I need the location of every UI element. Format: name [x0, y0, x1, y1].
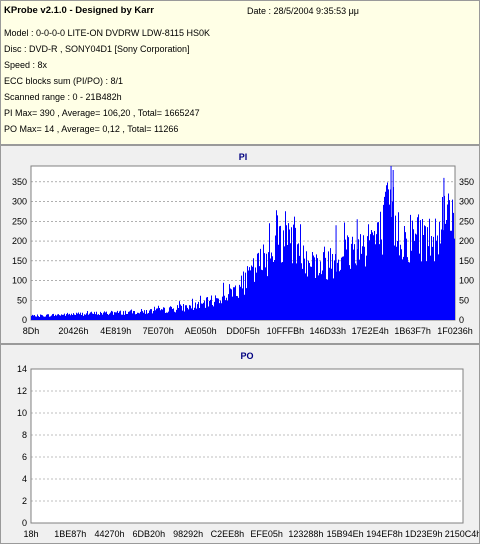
y-tick-label-right: 350: [459, 177, 474, 187]
x-tick-label: 17E2E4h: [352, 326, 389, 336]
y-tick-label: 250: [12, 216, 27, 226]
x-tick-label: 1F0236h: [437, 326, 473, 336]
y-tick-label: 100: [12, 276, 27, 286]
y-tick-label: 350: [12, 177, 27, 187]
x-tick-label: 7E070h: [143, 326, 174, 336]
y-tick-label: 14: [17, 364, 27, 374]
y-tick-label: 2: [22, 496, 27, 506]
y-tick-label: 4: [22, 474, 27, 484]
x-tick-label: 1D23E9h: [405, 529, 443, 539]
scan-date: Date : 28/5/2004 9:35:53 μμ: [247, 6, 359, 16]
info-panel: KProbe v2.1.0 - Designed by Karr Date : …: [0, 0, 480, 145]
chart-title: PI: [239, 152, 248, 162]
y-tick-label-right: 100: [459, 276, 474, 286]
y-tick-label-right: 250: [459, 216, 474, 226]
x-tick-label: 4E819h: [100, 326, 131, 336]
pi-series: [31, 166, 455, 320]
x-tick-label: 1B63F7h: [394, 326, 431, 336]
y-tick-label: 0: [22, 518, 27, 528]
x-tick-label: EFE05h: [250, 529, 283, 539]
x-tick-label: 10FFFBh: [267, 326, 305, 336]
y-tick-label: 200: [12, 236, 27, 246]
y-tick-label: 50: [17, 295, 27, 305]
y-tick-label: 0: [22, 315, 27, 325]
pi-stats: PI Max= 390 , Average= 106,20 , Total= 1…: [4, 108, 200, 118]
x-tick-label: 18h: [23, 529, 38, 539]
x-tick-label: 194EF8h: [366, 529, 403, 539]
y-tick-label-right: 0: [459, 315, 464, 325]
pi-chart-panel: PI 0 50 100 150 200 250 300 350 0 50 100 150 200 250 30…: [0, 145, 480, 344]
y-tick-label-right: 150: [459, 256, 474, 266]
drive-model: Model : 0-0-0-0 LITE-ON DVDRW LDW-8115 H…: [4, 28, 211, 38]
y-tick-label: 150: [12, 256, 27, 266]
x-tick-label: AE050h: [185, 326, 217, 336]
app-title: KProbe v2.1.0 - Designed by Karr: [4, 5, 154, 16]
y-tick-label-right: 200: [459, 236, 474, 246]
x-tick-label: 123288h: [288, 529, 323, 539]
ecc-info: ECC blocks sum (PI/PO) : 8/1: [4, 76, 124, 86]
x-tick-label: 8Dh: [23, 326, 40, 336]
y-tick-label: 12: [17, 386, 27, 396]
x-tick-label: 15B94Eh: [327, 529, 364, 539]
x-tick-label: 2150C4h: [445, 529, 479, 539]
pi-chart: PI 0 50 100 150 200 250 300 350 0 50 100 150 200 250 30…: [12, 152, 474, 336]
plot-area: [30, 368, 464, 524]
y-tick-label: 300: [12, 197, 27, 207]
x-tick-label: 146D33h: [310, 326, 347, 336]
x-tick-label: 98292h: [173, 529, 203, 539]
speed-info: Speed : 8x: [4, 60, 48, 70]
x-tick-label: DD0F5h: [226, 326, 260, 336]
po-chart-panel: PO 0 2 4 6 8 10 12 14 18h 1BE87h 44270h 6DB20h 98292h…: [0, 344, 480, 544]
x-tick-label: 1BE87h: [54, 529, 86, 539]
po-chart: PO 0 2 4 6 8 10 12 14 18h 1BE87h 44270h 6DB20h 98292h…: [17, 351, 479, 539]
x-tick-label: 20426h: [58, 326, 88, 336]
y-tick-label: 6: [22, 452, 27, 462]
po-stats: PO Max= 14 , Average= 0,12 , Total= 1126…: [4, 124, 179, 134]
scanned-range: Scanned range : 0 - 21B482h: [4, 92, 122, 102]
disc-info: Disc : DVD-R , SONY04D1 [Sony Corporatio…: [4, 44, 190, 54]
y-tick-label-right: 50: [459, 295, 469, 305]
y-tick-label: 10: [17, 408, 27, 418]
x-tick-label: C2EE8h: [211, 529, 245, 539]
chart-title: PO: [240, 351, 253, 361]
y-tick-label-right: 300: [459, 197, 474, 207]
y-tick-label: 8: [22, 430, 27, 440]
x-tick-label: 44270h: [95, 529, 125, 539]
x-tick-label: 6DB20h: [133, 529, 166, 539]
